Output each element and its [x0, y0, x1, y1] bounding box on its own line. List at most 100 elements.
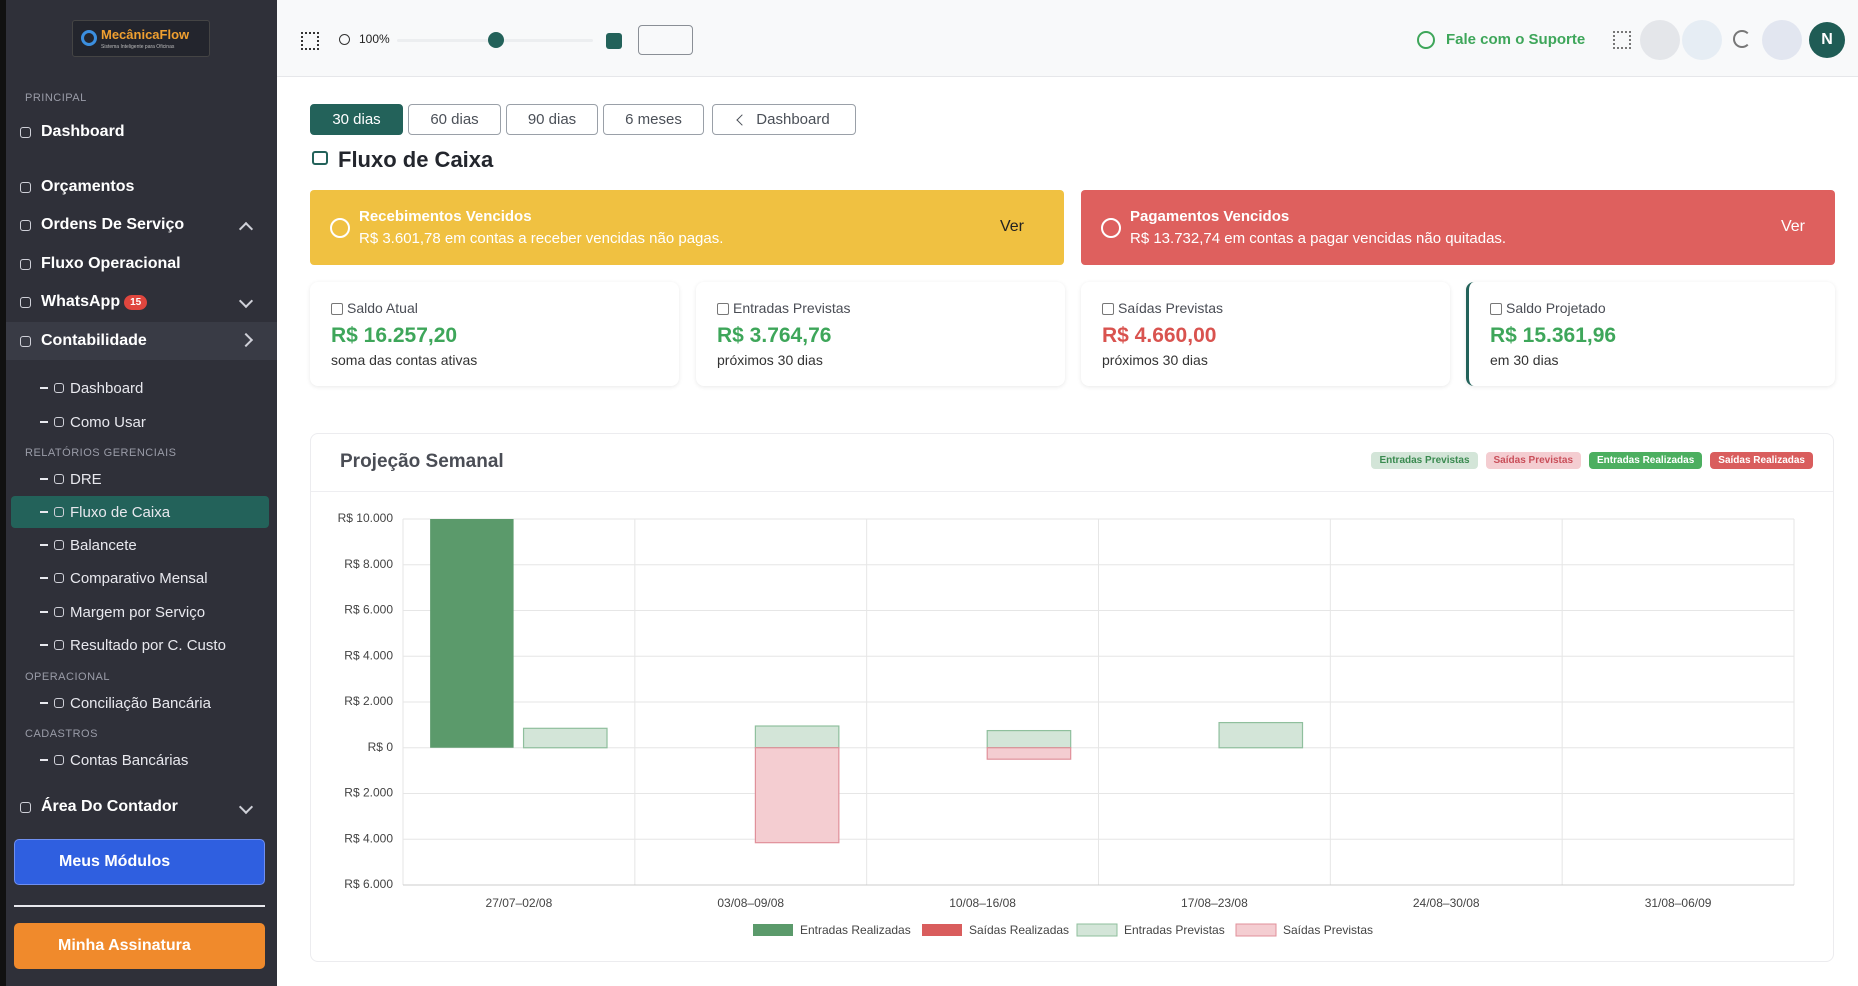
card-note: próximos 30 dias: [717, 352, 823, 368]
bar: [754, 747, 840, 844]
legend-label: Entradas Previstas: [1124, 923, 1225, 937]
submenu-icon: [54, 607, 64, 617]
menu-label: Fluxo Operacional: [41, 255, 181, 272]
submenu-item[interactable]: Como Usar: [40, 407, 146, 437]
period-button[interactable]: 60 dias: [408, 104, 501, 135]
bar: [430, 519, 514, 748]
menu-item[interactable]: Contabilidade: [20, 325, 147, 357]
alert: Pagamentos Vencidos R$ 13.732,74 em conta…: [1081, 190, 1835, 265]
submenu-item[interactable]: Fluxo de Caixa: [40, 497, 170, 527]
support-link[interactable]: Fale com o Suporte: [1446, 31, 1586, 48]
submenu-dash: [40, 478, 48, 480]
back-label: Dashboard: [756, 111, 830, 128]
submenu-icon: [54, 383, 64, 393]
page-title: Fluxo de Caixa: [338, 147, 494, 172]
menu-icon: [20, 335, 31, 347]
submenu-item[interactable]: Margem por Serviço: [40, 597, 205, 627]
legend-pill: Saídas Previstas: [1485, 452, 1582, 469]
card-value: R$ 4.660,00: [1102, 324, 1217, 347]
back-button[interactable]: Dashboard: [712, 104, 856, 135]
period-button[interactable]: 90 dias: [506, 104, 598, 135]
period-button[interactable]: 6 meses: [603, 104, 704, 135]
alert-title: Pagamentos Vencidos: [1130, 208, 1290, 225]
avatar[interactable]: N: [1809, 22, 1845, 58]
menu-icon: [20, 219, 31, 231]
submenu-item[interactable]: Dashboard: [40, 373, 143, 403]
menu-item[interactable]: WhatsApp 15: [20, 286, 148, 318]
summary-card: Saídas Previstas R$ 4.660,00 próximos 30 d…: [1081, 282, 1450, 386]
legend-pill: Saídas Realizadas: [1710, 452, 1813, 469]
submenu-icon: [54, 698, 64, 708]
submenu-dash: [40, 759, 48, 761]
card-label: Saldo Projetado: [1506, 300, 1606, 316]
submenu-item[interactable]: Balancete: [40, 530, 137, 560]
menu-item[interactable]: Área Do Contador: [20, 791, 178, 823]
submenu-item[interactable]: DRE: [40, 464, 102, 494]
x-tick-label: 24/08–30/08: [1413, 896, 1480, 910]
whatsapp-icon: [1417, 31, 1435, 49]
alert-action[interactable]: Ver: [1780, 218, 1805, 235]
refresh-button[interactable]: [638, 25, 693, 55]
y-tick-label: R$ 0: [368, 740, 394, 754]
chart-title: Projeção Semanal: [340, 451, 504, 472]
checkbox[interactable]: [606, 33, 622, 49]
notifications-button[interactable]: [1762, 20, 1802, 60]
section-heading: PRINCIPAL: [25, 92, 87, 104]
x-tick-label: 10/08–16/08: [949, 896, 1016, 910]
menu-item[interactable]: Dashboard: [20, 116, 125, 148]
menu-label: Orçamentos: [41, 178, 135, 195]
modules-button[interactable]: Meus Módulos: [14, 839, 265, 885]
legend-pill: Entradas Previstas: [1371, 452, 1478, 469]
bar: [1218, 721, 1304, 749]
menu-item[interactable]: Ordens De Serviço: [20, 209, 184, 241]
card-label: Entradas Previstas: [733, 300, 851, 316]
add-button[interactable]: [1640, 20, 1680, 60]
y-tick-label: R$ 2.000: [344, 694, 393, 708]
panel-divider: [311, 491, 1833, 492]
bar: [754, 725, 840, 749]
submenu-item[interactable]: Comparativo Mensal: [40, 563, 208, 593]
subscription-label: Minha Assinatura: [58, 937, 191, 954]
submenu-dash: [40, 511, 48, 513]
period-button[interactable]: 30 dias: [310, 104, 403, 135]
menu-item[interactable]: Fluxo Operacional: [20, 248, 181, 280]
subscription-button[interactable]: Minha Assinatura: [14, 923, 265, 969]
alert-action[interactable]: Ver: [999, 218, 1024, 235]
card-note: próximos 30 dias: [1102, 352, 1208, 368]
bar: [986, 747, 1072, 760]
x-tick-label: 27/07–02/08: [486, 896, 553, 910]
apps-icon[interactable]: [301, 32, 319, 50]
y-tick-label: R$ 2.000: [344, 786, 393, 800]
submenu-label: Resultado por C. Custo: [70, 636, 226, 654]
submenu-icon: [54, 417, 64, 427]
submenu-dash: [40, 611, 48, 613]
chart-panel: Projeção Semanal Entradas Previstas Saída…: [310, 433, 1834, 962]
menu-icon: [20, 801, 31, 813]
legend-pill: Entradas Realizadas: [1589, 452, 1703, 469]
theme-icon[interactable]: [1733, 30, 1751, 48]
menu-badge: 15: [124, 294, 148, 310]
modules-icon[interactable]: [1613, 31, 1631, 49]
legend-label: Saídas Realizadas: [969, 923, 1069, 937]
card-icon: [1490, 303, 1502, 315]
title-icon: [312, 151, 328, 165]
card-icon: [717, 303, 729, 315]
menu-item[interactable]: Orçamentos: [20, 171, 134, 203]
submenu-label: Dashboard: [70, 379, 144, 397]
submenu-item[interactable]: Conciliação Bancária: [40, 688, 211, 718]
topbar: 100% Fale com o Suporte N: [277, 0, 1858, 77]
submenu-item[interactable]: Resultado por C. Custo: [40, 630, 226, 660]
y-tick-label: R$ 6.000: [344, 877, 393, 891]
submenu-label: Fluxo de Caixa: [70, 503, 171, 521]
info-button[interactable]: [1682, 20, 1722, 60]
legend-swatch: [753, 924, 793, 936]
submenu-icon: [54, 640, 64, 650]
submenu-icon: [54, 573, 64, 583]
alert: Recebimentos Vencidos R$ 3.601,78 em cont…: [310, 190, 1064, 265]
submenu-label: Como Usar: [70, 413, 146, 431]
menu-label: WhatsApp: [41, 293, 121, 310]
submenu-label: Comparativo Mensal: [70, 569, 208, 587]
submenu-icon: [54, 507, 64, 517]
submenu-item[interactable]: Contas Bancárias: [40, 745, 188, 775]
zoom-knob[interactable]: [488, 32, 504, 48]
